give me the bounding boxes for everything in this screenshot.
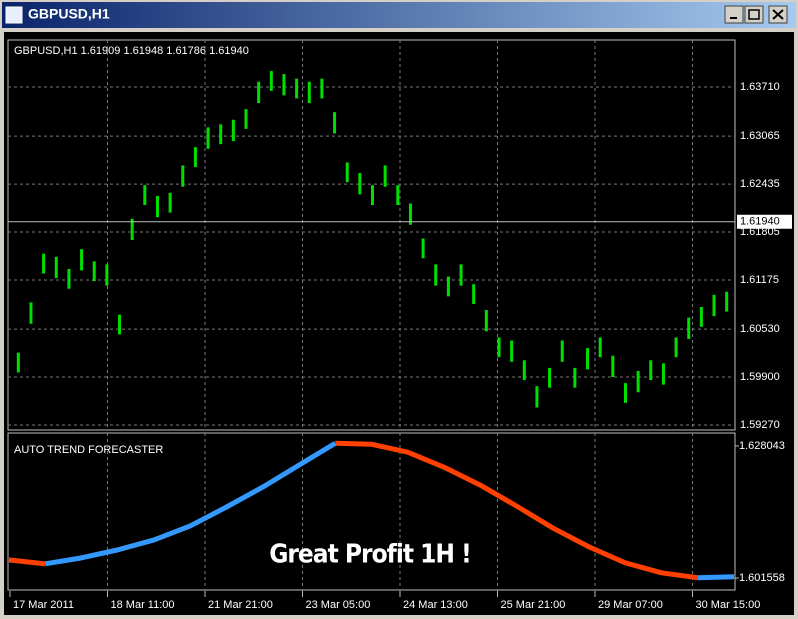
trend-line: [8, 440, 699, 581]
title-bar: [2, 2, 796, 28]
y-tick-label: 1.59270: [740, 419, 780, 431]
close-icon: [772, 9, 784, 20]
x-tick-label: 24 Mar 13:00: [403, 599, 468, 611]
annotation: Great Profit 1H !: [269, 540, 471, 570]
y-tick-label: 1.59900: [740, 371, 780, 383]
trend-line: [44, 441, 735, 581]
x-tick-label: 21 Mar 21:00: [208, 599, 273, 611]
x-tick-label: 30 Mar 15:00: [696, 599, 761, 611]
y-tick-label: 1.63710: [740, 81, 780, 93]
maximize-icon: [748, 9, 760, 20]
y-tick-label: 1.62435: [740, 178, 780, 190]
last-price-label: 1.61940: [740, 216, 780, 228]
window-buttons[interactable]: [724, 5, 788, 24]
price-header: GBPUSD,H1 1.61909 1.61948 1.61786 1.6194…: [14, 45, 249, 57]
minimize-button[interactable]: [724, 5, 744, 24]
indicator-panel: [7, 432, 736, 591]
x-tick-label: 23 Mar 05:00: [306, 599, 371, 611]
x-tick-label: 17 Mar 2011: [13, 599, 74, 611]
y-tick-label: 1.628043: [739, 440, 785, 452]
last-price-box: [737, 214, 792, 229]
chart-area: [4, 32, 794, 615]
x-tick-label: 25 Mar 21:00: [501, 599, 566, 611]
maximize-button[interactable]: [744, 5, 764, 24]
y-tick-label: 1.61805: [740, 226, 780, 238]
window-title: GBPUSD,H1: [28, 6, 110, 22]
price-panel: [7, 39, 736, 431]
x-tick-label: 29 Mar 07:00: [598, 599, 663, 611]
y-tick-label: 1.601558: [739, 572, 785, 584]
y-tick-label: 1.61175: [740, 274, 779, 286]
y-tick-label: 1.60530: [740, 323, 780, 335]
y-tick-label: 1.63065: [740, 130, 780, 142]
x-tick-label: 18 Mar 11:00: [111, 599, 175, 611]
indicator-title: AUTO TREND FORECASTER: [14, 444, 163, 456]
window-icon: [5, 6, 23, 24]
